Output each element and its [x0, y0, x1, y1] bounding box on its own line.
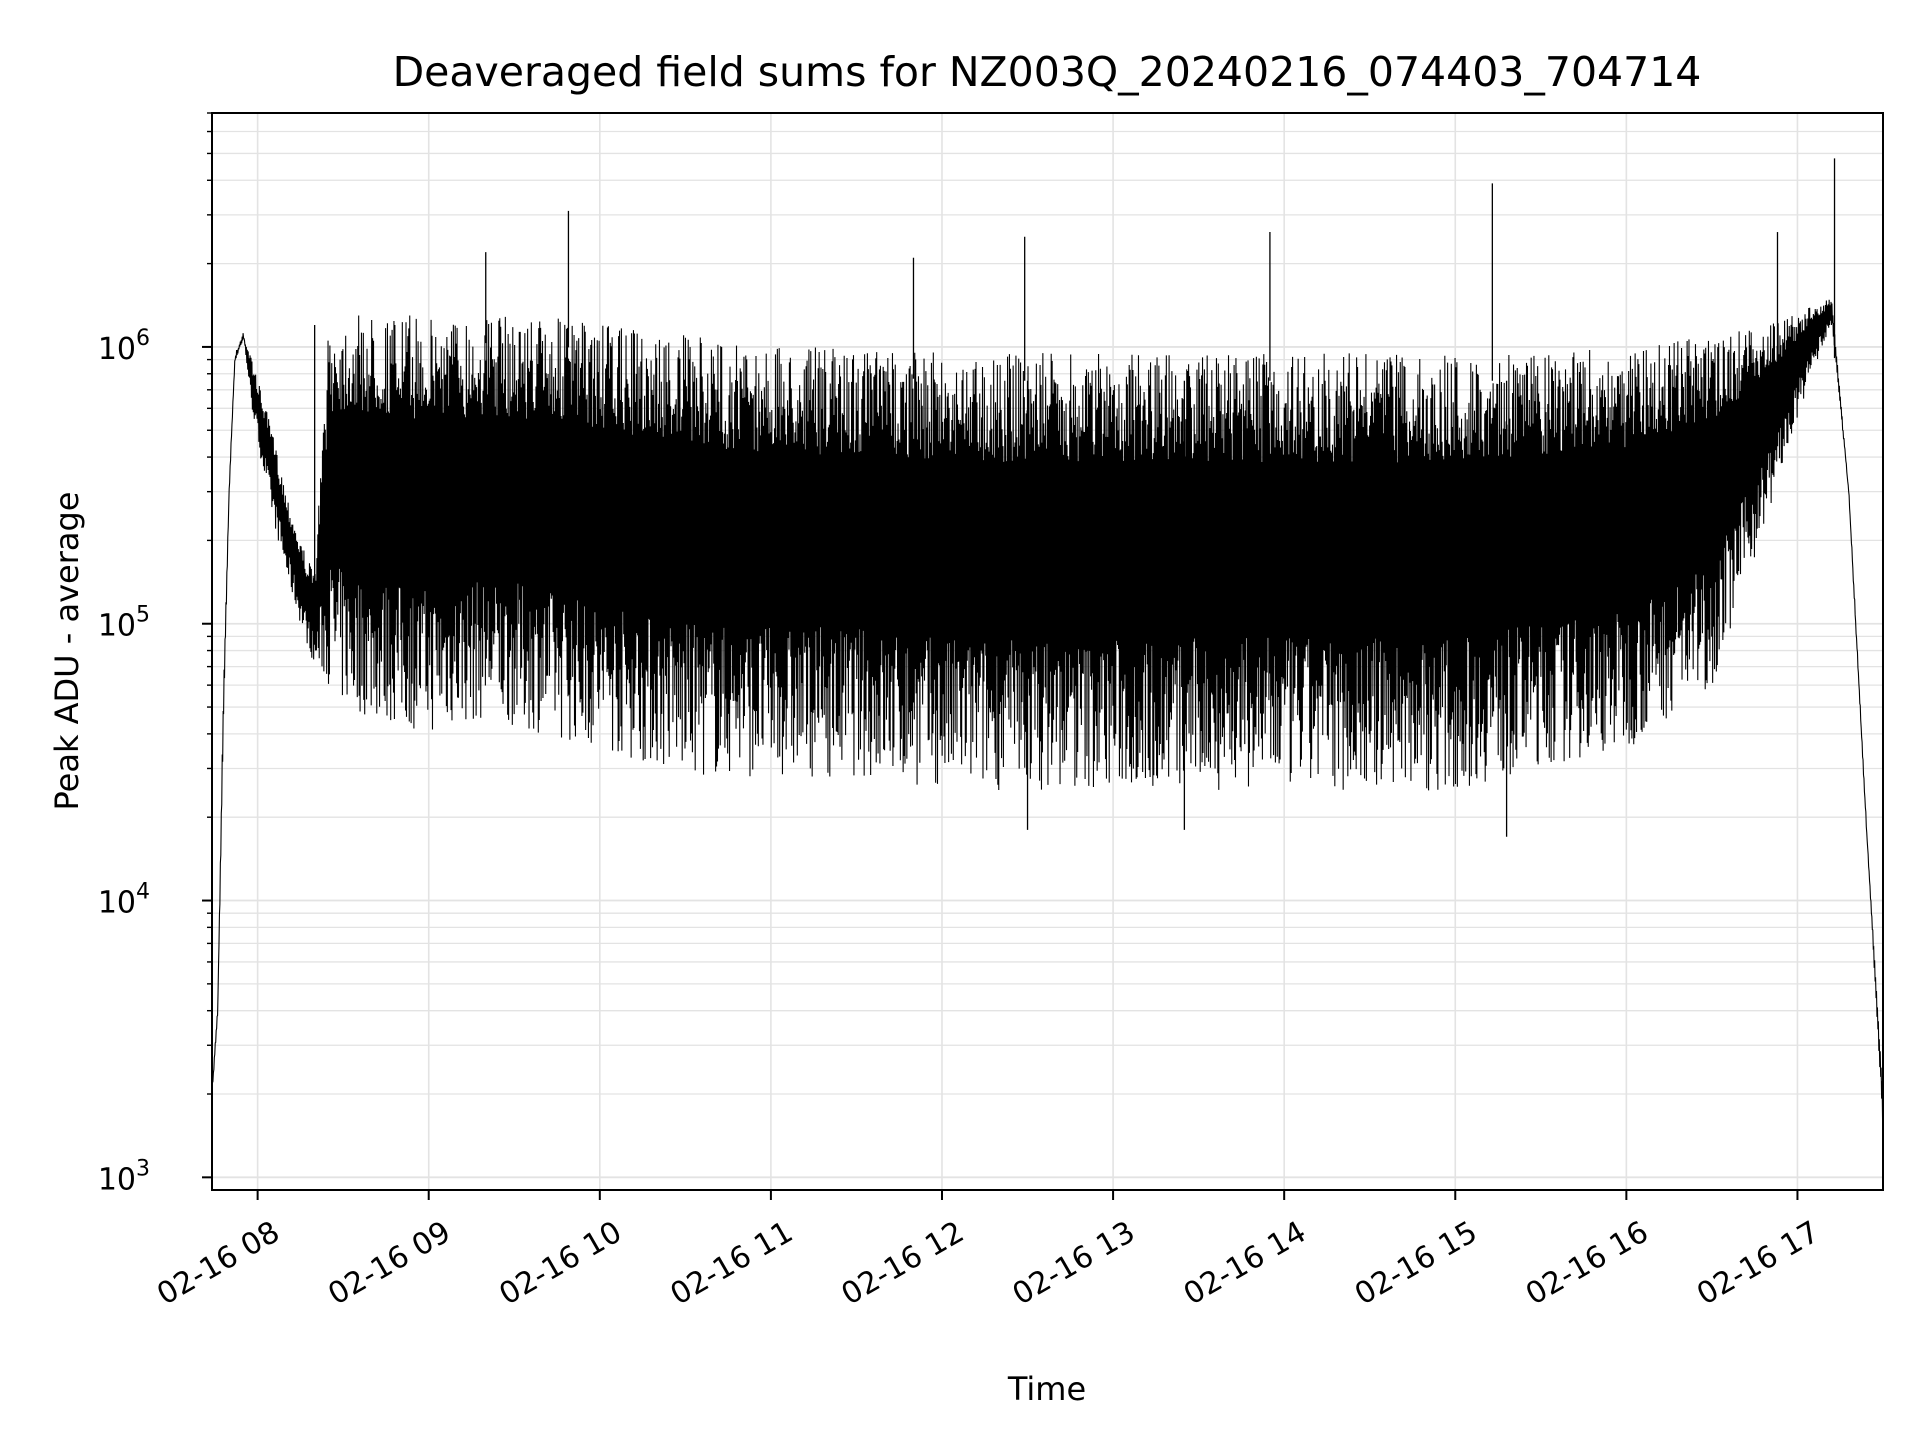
- x-tick-label: 02-16 16: [1520, 1215, 1654, 1313]
- x-tick-label: 02-16 11: [665, 1215, 799, 1313]
- data-series-line: [211, 299, 1884, 1119]
- x-tick-label: 02-16 14: [1178, 1215, 1312, 1313]
- x-tick-label: 02-16 08: [151, 1215, 285, 1313]
- x-tick-label: 02-16 17: [1691, 1215, 1825, 1313]
- plot-area: [211, 158, 1884, 1119]
- x-tick-label: 02-16 09: [322, 1215, 456, 1313]
- plot-frame: [211, 112, 1884, 1191]
- y-axis: 103 104 105 106: [98, 112, 212, 1197]
- chart-title: Deaveraged field sums for NZ003Q_2024021…: [393, 48, 1702, 96]
- x-tick-label: 02-16 10: [493, 1215, 627, 1313]
- x-tick-label: 02-16 12: [836, 1215, 970, 1313]
- x-tick-label: 02-16 13: [1007, 1215, 1141, 1313]
- y-tick-label: 105: [98, 603, 150, 644]
- y-tick-label: 106: [98, 326, 150, 367]
- y-tick-label: 103: [98, 1156, 150, 1197]
- x-axis: 02-16 08 02-16 09 02-16 10 02-16 11 02-16 12…: [151, 1190, 1825, 1312]
- x-tick-label: 02-16 15: [1349, 1215, 1483, 1313]
- y-tick-label: 104: [98, 880, 150, 921]
- x-axis-title: Time: [1007, 1370, 1086, 1408]
- y-axis-title: Peak ADU - average: [48, 492, 86, 811]
